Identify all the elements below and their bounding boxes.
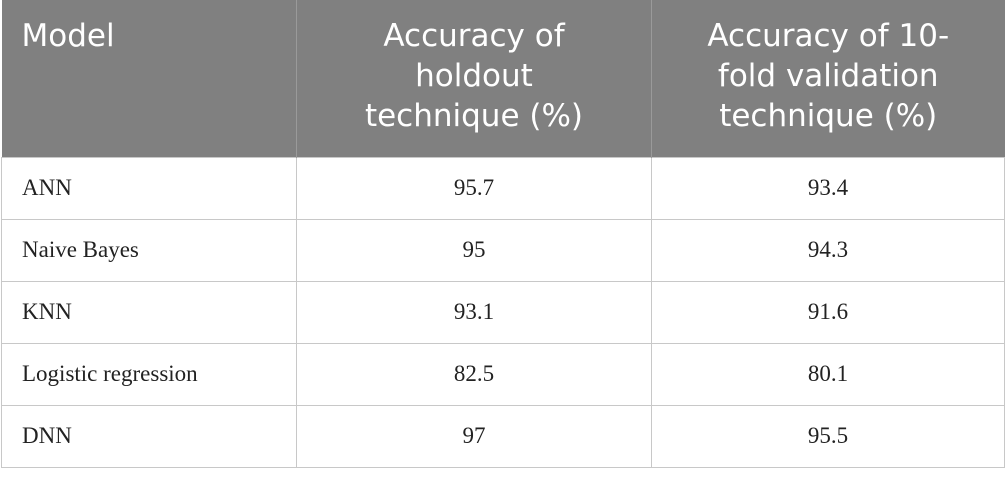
value-cell: 93.1 bbox=[296, 280, 652, 344]
header-text: Model bbox=[21, 18, 115, 54]
model-cell: KNN bbox=[1, 280, 297, 344]
header-text: technique (%) bbox=[364, 98, 584, 134]
model-cell: ANN bbox=[1, 156, 297, 220]
value-cell: 93.4 bbox=[651, 156, 1005, 220]
value-cell: 80.1 bbox=[651, 342, 1005, 406]
value-cell: 82.5 bbox=[296, 342, 652, 406]
header-text: holdout bbox=[415, 58, 533, 94]
table-row: Logistic regression 82.5 80.1 bbox=[1, 342, 1005, 406]
results-table: Model Accuracy of holdout technique (%) Accu… bbox=[1, 0, 1005, 468]
value-cell: 94.3 bbox=[651, 218, 1005, 282]
model-cell: DNN bbox=[1, 404, 297, 468]
header-cell: Accuracy of 10- fold validation technique … bbox=[651, 0, 1005, 157]
header-cell: Accuracy of holdout technique (%) bbox=[296, 0, 652, 157]
table-row: KNN 93.1 91.6 bbox=[1, 280, 1005, 344]
table-body: ANN 95.7 93.4 Naive Bayes 95 94.3 KNN 93.1 91.6 L… bbox=[1, 156, 1005, 468]
header-row: Model Accuracy of holdout technique (%) Accu… bbox=[1, 0, 1005, 157]
header-text: technique (%) bbox=[719, 98, 938, 134]
header-text: Accuracy of 10- bbox=[707, 18, 950, 54]
value-cell: 95.5 bbox=[651, 404, 1005, 468]
value-cell: 95 bbox=[296, 218, 652, 282]
value-cell: 95.7 bbox=[296, 156, 652, 220]
header-text: Accuracy of bbox=[383, 18, 565, 54]
model-cell: Logistic regression bbox=[1, 342, 297, 406]
table-row: DNN 97 95.5 bbox=[1, 404, 1005, 468]
table-row: Naive Bayes 95 94.3 bbox=[1, 218, 1005, 282]
value-cell: 97 bbox=[296, 404, 652, 468]
model-cell: Naive Bayes bbox=[1, 218, 297, 282]
header-cell: Model bbox=[1, 0, 297, 157]
value-cell: 91.6 bbox=[651, 280, 1005, 344]
header-text: fold validation bbox=[717, 58, 939, 94]
table-row: ANN 95.7 93.4 bbox=[1, 156, 1005, 220]
